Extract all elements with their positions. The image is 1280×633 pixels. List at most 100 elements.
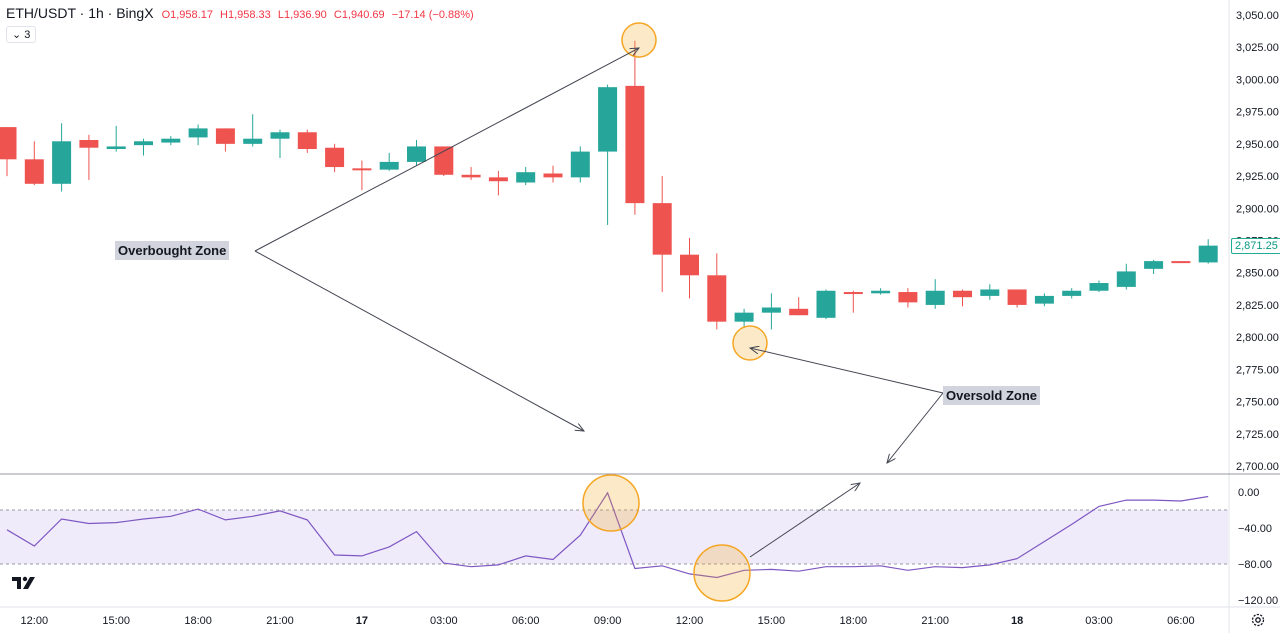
candle-body xyxy=(761,307,781,313)
price-tick-label: 2,775.00 xyxy=(1236,364,1279,376)
time-tick-label: 09:00 xyxy=(594,615,622,627)
low-label: L xyxy=(277,9,284,21)
candle-body xyxy=(188,128,208,138)
price-tick-label: 2,825.00 xyxy=(1236,300,1279,312)
open-value: 1,958.17 xyxy=(170,9,213,21)
price-tick-label: 2,850.00 xyxy=(1236,268,1279,280)
time-axis[interactable]: 12:00 15:00 18:00 21:00 17 03:00 06:00 09:00 12:… xyxy=(21,615,1195,627)
time-tick-label: 15:00 xyxy=(758,615,786,627)
candle-body xyxy=(925,290,945,305)
candle-body xyxy=(1062,290,1082,296)
candle-body xyxy=(243,138,263,144)
candle-body xyxy=(843,292,863,295)
low-value: 1,936.90 xyxy=(283,9,327,21)
price-tick-label: 2,800.00 xyxy=(1236,332,1279,344)
change-value: −17.14 (−0.88%) xyxy=(391,9,474,21)
symbol-title[interactable]: ETH/USDT · 1h · BingX xyxy=(6,5,154,21)
candle-body xyxy=(516,172,536,183)
oscillator-peak-highlight-circle xyxy=(582,474,640,532)
candle-body xyxy=(215,128,235,144)
open-label: O xyxy=(161,9,171,21)
oscillator-line xyxy=(6,491,1209,579)
candle-body xyxy=(0,127,17,160)
candle-body xyxy=(106,146,126,150)
oversold-zone-label: Oversold Zone xyxy=(943,386,1041,405)
candle-body xyxy=(352,168,372,171)
candle-body xyxy=(980,289,1000,296)
trough-highlight-circle xyxy=(732,325,768,361)
gear-icon[interactable] xyxy=(1250,612,1266,628)
candle-body xyxy=(898,292,918,303)
price-tick-label: 2,950.00 xyxy=(1236,139,1279,151)
time-tick-label: 18 xyxy=(1011,615,1023,627)
candle-body xyxy=(680,254,699,276)
candle-body xyxy=(379,161,399,170)
time-tick-label: 18:00 xyxy=(184,615,212,627)
candle-body xyxy=(134,141,153,146)
time-tick-label: 06:00 xyxy=(1167,615,1195,627)
candle-body xyxy=(52,141,72,184)
candle-body xyxy=(625,85,645,204)
close-label: C xyxy=(333,9,342,21)
price-tick-label: 3,000.00 xyxy=(1236,74,1279,86)
indicators-toggle-button[interactable]: ⌄ 3 xyxy=(6,26,37,43)
candle-body xyxy=(543,173,563,178)
oscillator-tick-label: −80.00 xyxy=(1238,559,1272,571)
candle-body xyxy=(24,159,44,184)
high-label: H xyxy=(220,9,228,21)
candle-body xyxy=(79,139,99,148)
candle-body xyxy=(488,177,508,182)
price-tick-label: 2,750.00 xyxy=(1236,397,1279,409)
time-tick-label: 03:00 xyxy=(430,615,458,627)
candle-body xyxy=(707,275,727,322)
chart-header: ETH/USDT · 1h · BingX O1,958.17 H1,958.3… xyxy=(6,5,478,21)
tradingview-logo-icon[interactable] xyxy=(10,573,38,593)
oscillator-trough-arrow xyxy=(749,483,860,558)
oscillator-tick-label: −120.00 xyxy=(1238,595,1278,607)
candle-body xyxy=(652,203,672,255)
high-value: 1,958.33 xyxy=(227,9,271,21)
candle-body xyxy=(325,147,345,168)
candle-body xyxy=(1007,289,1027,305)
candle-body xyxy=(953,290,972,298)
candle-body xyxy=(270,132,290,139)
oscillator-trough-highlight-circle xyxy=(693,544,751,602)
oversold-arrow-to-price xyxy=(750,348,944,394)
candle-body xyxy=(161,138,181,143)
time-tick-label: 06:00 xyxy=(512,615,540,627)
candle-body xyxy=(1034,295,1054,304)
time-tick-label: 17 xyxy=(356,615,368,627)
candle-body xyxy=(1116,271,1136,287)
candle-body xyxy=(461,174,481,178)
candle-body xyxy=(407,146,426,162)
candle-body xyxy=(1198,245,1218,263)
time-tick-label: 21:00 xyxy=(921,615,949,627)
price-tick-label: 2,700.00 xyxy=(1236,461,1279,473)
candle-body xyxy=(570,151,590,178)
time-tick-label: 12:00 xyxy=(21,615,49,627)
overbought-arrow-to-oscillator xyxy=(254,250,584,431)
time-tick-label: 03:00 xyxy=(1085,615,1113,627)
price-tick-label: 2,975.00 xyxy=(1236,107,1279,119)
candle-body xyxy=(871,290,891,294)
candle-body xyxy=(789,308,809,316)
price-tick-label: 2,900.00 xyxy=(1236,203,1279,215)
ohlc-readout: O1,958.17 H1,958.33 L1,936.90 C1,940.69 … xyxy=(162,9,478,21)
candle-body xyxy=(1089,283,1109,291)
oscillator-tick-label: −40.00 xyxy=(1238,523,1272,535)
price-tick-label: 3,025.00 xyxy=(1236,42,1279,54)
price-tick-label: 2,925.00 xyxy=(1236,171,1279,183)
time-tick-label: 21:00 xyxy=(266,615,294,627)
price-tick-label: 3,050.00 xyxy=(1236,10,1279,22)
candle-body xyxy=(297,132,317,150)
oversold-arrow-down xyxy=(887,392,944,463)
overbought-arrow-to-price xyxy=(254,48,639,252)
oscillator-axis[interactable]: 0.00 −40.00 −80.00 −120.00 xyxy=(1238,487,1278,607)
time-tick-label: 12:00 xyxy=(676,615,704,627)
time-tick-label: 15:00 xyxy=(102,615,130,627)
candles-group xyxy=(0,40,1218,330)
close-value: 1,940.69 xyxy=(341,9,385,21)
candle-body xyxy=(1144,261,1164,269)
